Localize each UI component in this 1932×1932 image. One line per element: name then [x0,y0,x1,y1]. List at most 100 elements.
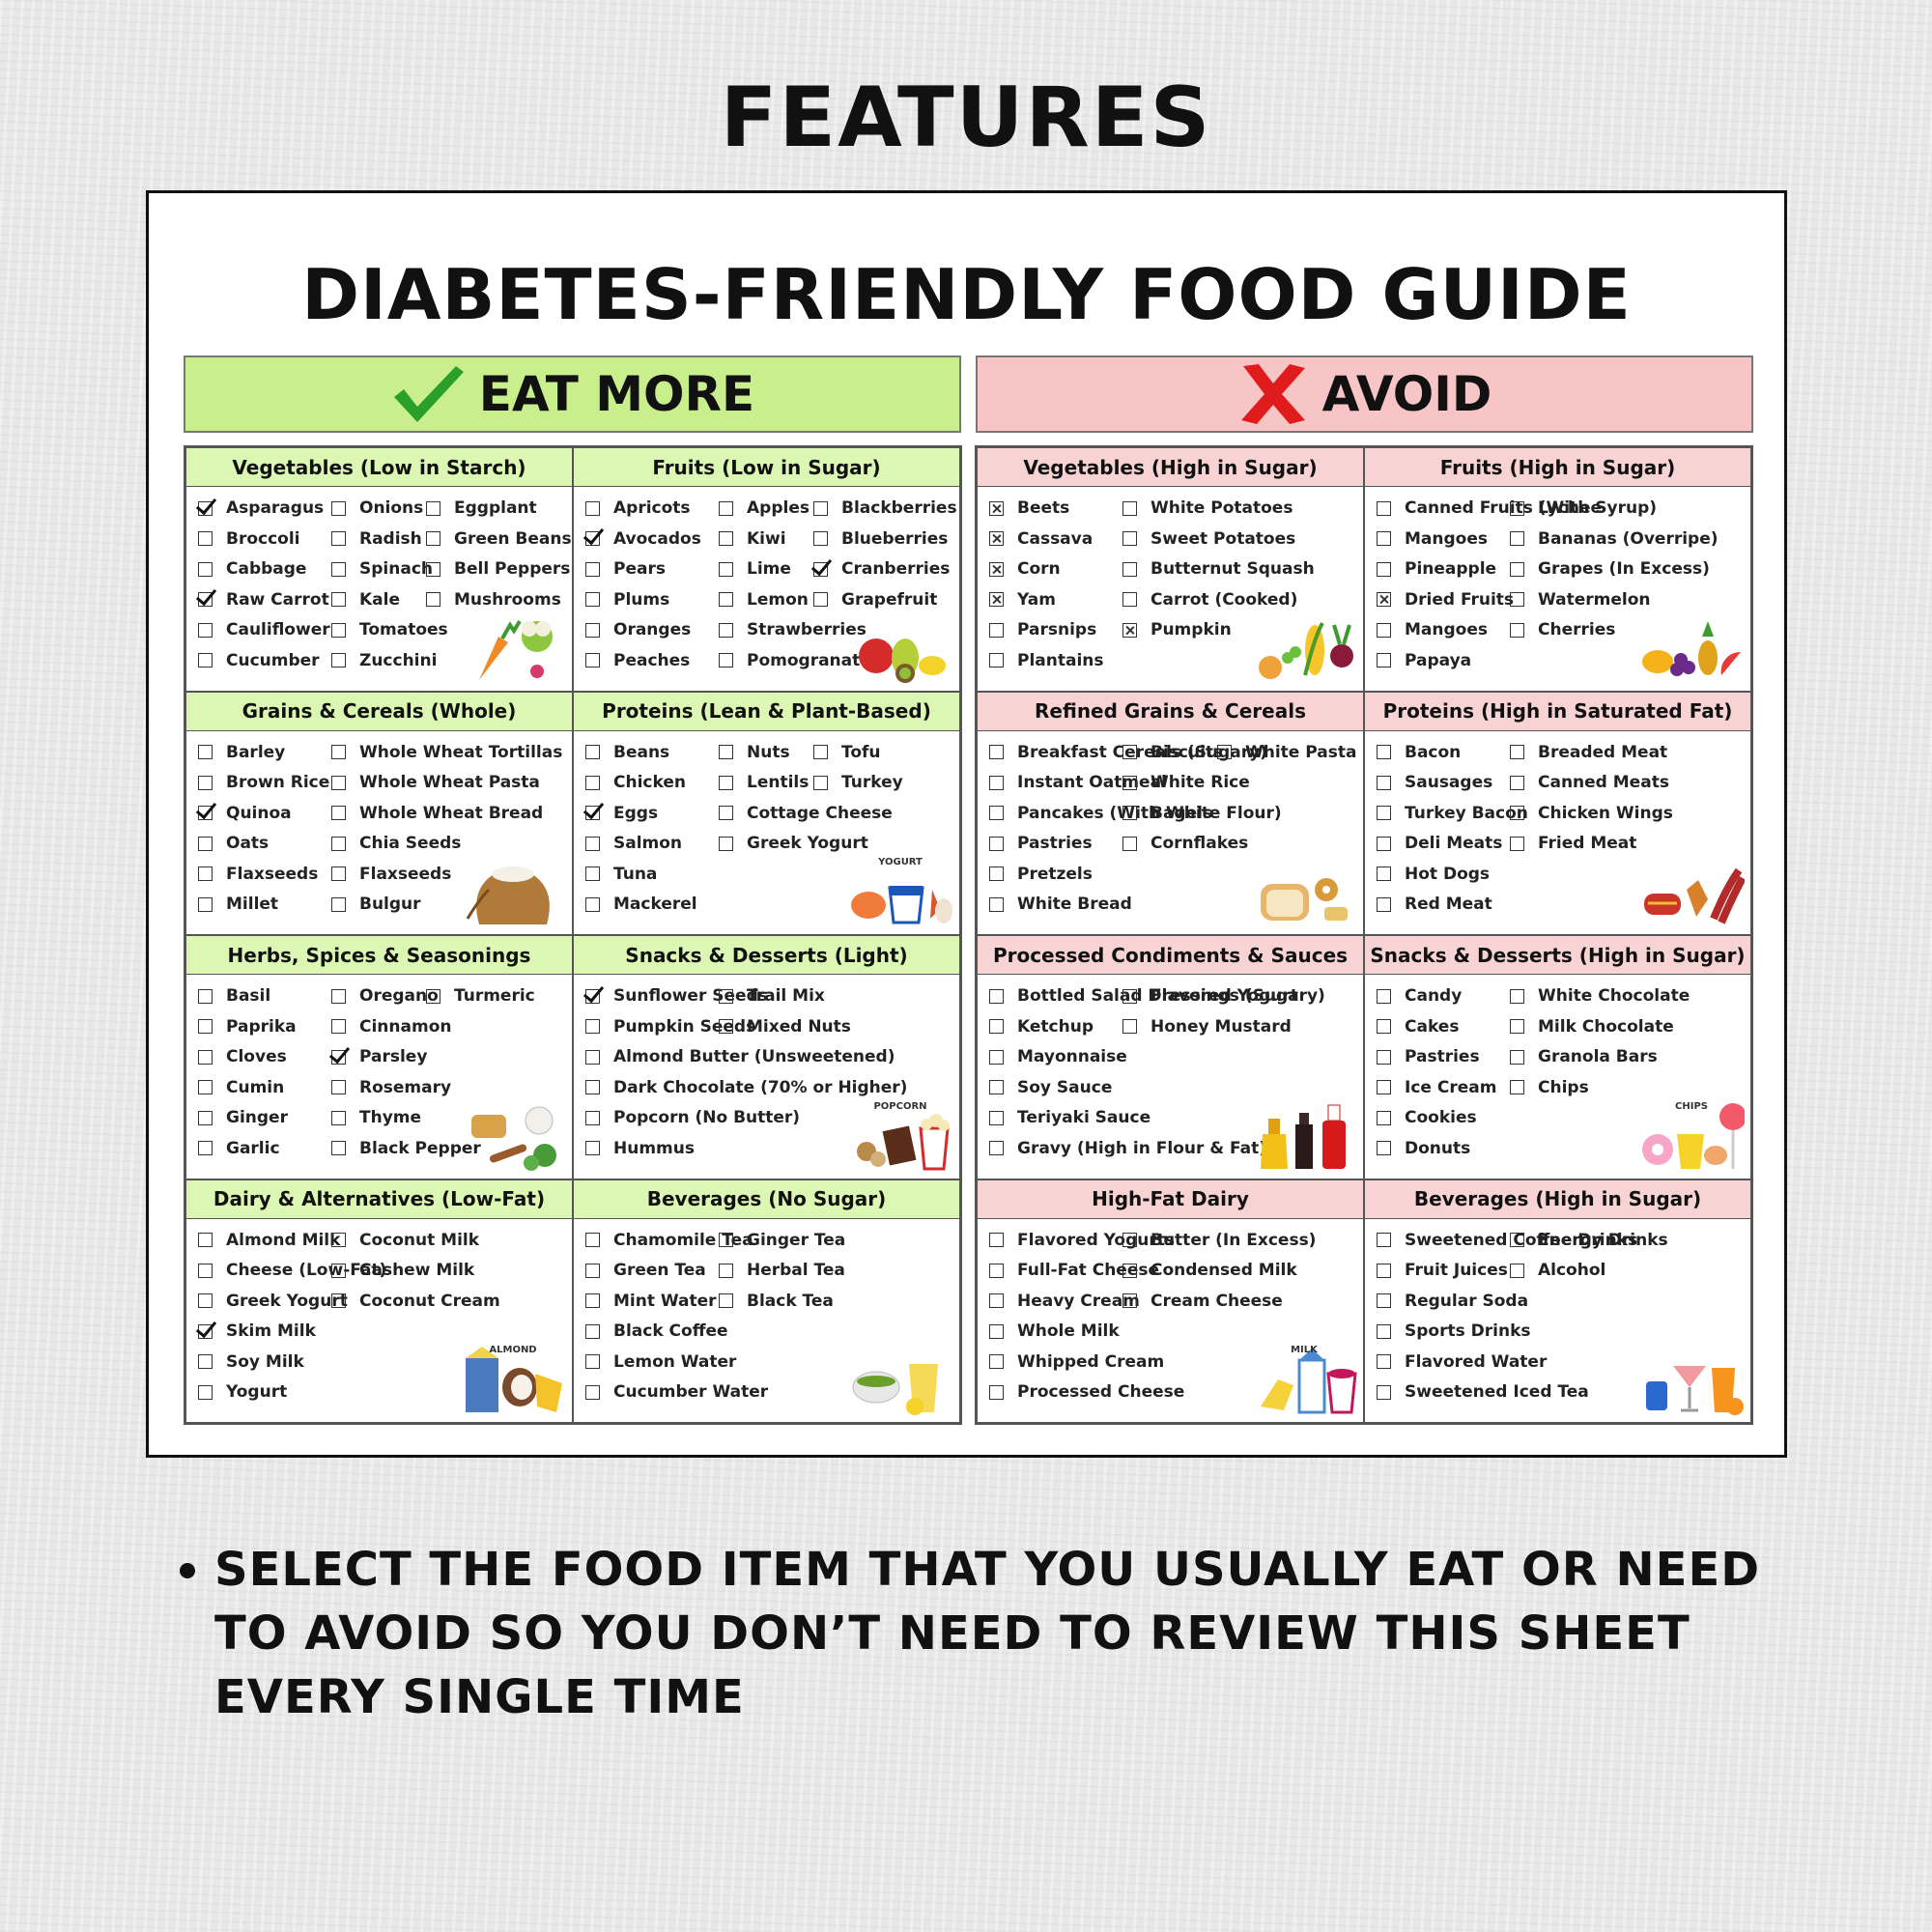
checkbox[interactable] [585,1354,600,1369]
checkbox[interactable] [198,1110,213,1125]
food-item-paprika[interactable]: Paprika [198,1017,297,1037]
checked-checkbox[interactable] [198,806,213,820]
food-item-turkey-bacon[interactable]: Turkey Bacon [1377,804,1528,823]
checkbox[interactable] [1377,1049,1391,1065]
food-item-fruit-juices[interactable]: Fruit Juices [1377,1261,1508,1280]
food-item-regular-soda[interactable]: Regular Soda [1377,1292,1528,1311]
food-item-cloves[interactable]: Cloves [198,1047,287,1066]
food-item-candy[interactable]: Candy [1377,986,1462,1006]
food-item-corn[interactable]: Corn [989,559,1061,579]
checkbox[interactable] [1510,836,1524,851]
food-item-green-tea[interactable]: Green Tea [585,1261,706,1280]
food-item-grapes-in-excess[interactable]: Grapes (In Excess) [1510,559,1710,579]
checkbox[interactable] [1377,745,1391,759]
checkbox[interactable] [1122,1293,1137,1308]
checkbox[interactable] [1377,561,1391,577]
checkbox[interactable] [198,896,213,912]
checkbox[interactable] [1510,1019,1524,1034]
checkbox[interactable] [813,775,828,790]
checkbox[interactable] [719,1019,733,1034]
food-item-broccoli[interactable]: Broccoli [198,529,300,549]
checkbox[interactable] [1510,806,1524,820]
food-item-lime[interactable]: Lime [719,559,791,579]
checkbox[interactable] [719,500,733,516]
checkbox[interactable] [719,988,733,1004]
checkbox[interactable] [1217,745,1232,759]
checkbox[interactable] [585,1110,600,1125]
checkbox[interactable] [585,745,600,759]
checkbox[interactable] [198,1019,213,1034]
checkbox[interactable] [989,1110,1004,1125]
food-item-deli-meats[interactable]: Deli Meats [1377,834,1502,853]
checkbox[interactable] [1510,775,1524,790]
food-item-tomatoes[interactable]: Tomatoes [331,620,448,639]
checkbox[interactable] [813,745,828,759]
checkbox[interactable] [989,806,1004,820]
checkbox[interactable] [1377,988,1391,1004]
checkbox[interactable] [719,1233,733,1247]
checked-checkbox[interactable] [585,806,600,820]
checkbox[interactable] [719,1293,733,1308]
checkbox[interactable] [331,836,346,851]
checkbox[interactable] [198,1384,213,1400]
checkbox[interactable] [585,500,600,516]
checkbox[interactable] [1122,745,1137,759]
food-item-sausages[interactable]: Sausages [1377,773,1492,792]
food-item-cherries[interactable]: Cherries [1510,620,1615,639]
food-item-ginger[interactable]: Ginger [198,1108,288,1127]
food-item-whipped-cream[interactable]: Whipped Cream [989,1352,1164,1372]
checkbox[interactable] [989,745,1004,759]
food-item-lemon[interactable]: Lemon [719,590,809,610]
food-item-eggplant[interactable]: Eggplant [426,498,537,518]
food-item-green-beans[interactable]: Green Beans [426,529,572,549]
food-item-yogurt[interactable]: Yogurt [198,1382,287,1402]
crossed-checkbox[interactable] [1377,592,1391,607]
food-item-hot-dogs[interactable]: Hot Dogs [1377,865,1490,884]
checkbox[interactable] [585,1080,600,1094]
food-item-strawberries[interactable]: Strawberries [719,620,867,639]
food-item-grapefruit[interactable]: Grapefruit [813,590,937,610]
checkbox[interactable] [989,988,1004,1004]
checkbox[interactable] [989,896,1004,912]
food-item-donuts[interactable]: Donuts [1377,1139,1470,1158]
checkbox[interactable] [198,561,213,577]
food-item-pumpkin[interactable]: Pumpkin [1122,620,1232,639]
food-item-white-potatoes[interactable]: White Potatoes [1122,498,1293,518]
food-item-full-fat-cheese[interactable]: Full-Fat Cheese [989,1261,1159,1280]
checkbox[interactable] [1377,1323,1391,1339]
checkbox[interactable] [331,1263,346,1278]
checkbox[interactable] [1377,1080,1391,1094]
crossed-checkbox[interactable] [989,561,1004,577]
checkbox[interactable] [719,775,733,790]
checkbox[interactable] [198,1354,213,1369]
checkbox[interactable] [198,622,213,638]
checkbox[interactable] [989,1019,1004,1034]
food-item-beets[interactable]: Beets [989,498,1069,518]
food-item-almond-milk[interactable]: Almond Milk [198,1231,340,1250]
checkbox[interactable] [198,1233,213,1247]
food-item-cream-cheese[interactable]: Cream Cheese [1122,1292,1283,1311]
checkbox[interactable] [1510,561,1524,577]
food-item-greek-yogurt[interactable]: Greek Yogurt [719,834,868,853]
checkbox[interactable] [585,1263,600,1278]
food-item-trail-mix[interactable]: Trail Mix [719,986,825,1006]
food-item-bananas-overripe[interactable]: Bananas (Overripe) [1510,529,1719,549]
checkbox[interactable] [1510,1263,1524,1278]
food-item-mackerel[interactable]: Mackerel [585,895,697,914]
food-item-soy-sauce[interactable]: Soy Sauce [989,1078,1112,1097]
checkbox[interactable] [719,806,733,820]
checkbox[interactable] [198,1293,213,1308]
checkbox[interactable] [198,1263,213,1278]
food-item-herbal-tea[interactable]: Herbal Tea [719,1261,845,1280]
checkbox[interactable] [1377,775,1391,790]
food-item-plantains[interactable]: Plantains [989,651,1104,670]
checkbox[interactable] [331,653,346,668]
checkbox[interactable] [426,531,440,546]
food-item-butter-in-excess[interactable]: Butter (In Excess) [1122,1231,1316,1250]
food-item-mint-water[interactable]: Mint Water [585,1292,717,1311]
food-item-pancakes-with-white-flour[interactable]: Pancakes (With White Flour) [989,804,1282,823]
checkbox[interactable] [1377,836,1391,851]
food-item-apricots[interactable]: Apricots [585,498,691,518]
food-item-cornflakes[interactable]: Cornflakes [1122,834,1248,853]
food-item-chia-seeds[interactable]: Chia Seeds [331,834,461,853]
